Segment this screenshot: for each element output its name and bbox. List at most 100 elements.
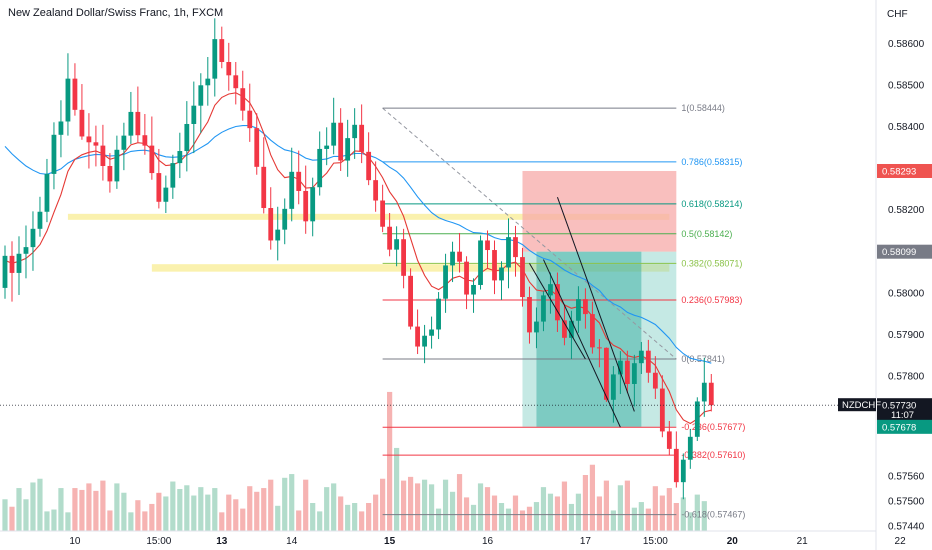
volume-bar (394, 447, 400, 531)
volume-bar (16, 488, 22, 531)
price-tick-label: 0.57560 (888, 471, 925, 482)
volume-bar (282, 477, 288, 531)
volume-bar (44, 511, 50, 531)
volume-bar (694, 494, 700, 531)
volume-bar (701, 501, 707, 531)
candle-body (652, 372, 658, 389)
time-tick-label: 21 (797, 536, 809, 547)
time-tick-label: 10 (69, 536, 81, 547)
candle-body (380, 200, 386, 227)
time-axis-ticks: 10 15:00 13 14 15 16 17 15:00 20 21 22 (69, 536, 906, 547)
volume-bar (596, 496, 603, 531)
volume-bar (505, 508, 512, 531)
candle-body (338, 122, 344, 161)
volume-bar (51, 509, 57, 531)
candle-body (16, 253, 22, 273)
fibonacci-retracement[interactable]: 1(0.58444) 0.786(0.58315) 0.618(0.58214) 0.… (382, 103, 746, 520)
candle-body (65, 78, 71, 122)
candle-body (527, 297, 532, 333)
time-tick-label: 13 (216, 536, 228, 547)
symbol-tag-bg (838, 398, 876, 412)
candle-body (317, 148, 323, 188)
candle-body (631, 363, 637, 384)
price-tick-label: 0.57500 (888, 496, 925, 507)
volume-bar (359, 511, 365, 531)
candle-body (499, 267, 504, 281)
volume-bar (310, 503, 316, 531)
volume-bar (184, 485, 190, 531)
volume-bar (477, 483, 484, 531)
volume-bar (23, 499, 29, 531)
candle-body (659, 388, 665, 432)
filled-profit-zone (536, 251, 642, 427)
candle-body (366, 151, 372, 181)
volume-bar (428, 484, 435, 531)
candle-body (457, 251, 462, 262)
volume-bar (561, 481, 568, 531)
time-tick-label: 16 (482, 536, 494, 547)
candle-body (9, 255, 15, 273)
price-tag-label: 0.58099 (882, 247, 916, 258)
volume-bar (638, 502, 644, 531)
candle-body (520, 257, 525, 298)
volume-bar (107, 510, 113, 531)
volume-bar (582, 475, 589, 531)
support-zones (67, 213, 670, 272)
volume-bar (37, 478, 43, 531)
volume-bar (191, 495, 197, 531)
candle-body (485, 240, 490, 251)
volume-bar (435, 508, 442, 531)
price-tag-bg (877, 244, 932, 259)
time-tick-label: 20 (727, 536, 739, 547)
fib-level-label: 0.382(0.58071) (681, 258, 742, 268)
candle-body (86, 136, 92, 143)
volume-bar (79, 489, 85, 531)
candle-body (142, 135, 148, 146)
candle-body (23, 247, 29, 254)
volume-bar (352, 503, 358, 531)
volume-bar (491, 495, 498, 531)
candle-body (422, 335, 427, 347)
price-tag-bg (877, 398, 932, 421)
candle-body (673, 448, 679, 483)
volume-bar (324, 487, 330, 531)
candle-body (590, 314, 595, 348)
fib-level-label: -0.382(0.57610) (681, 450, 745, 460)
candle-body (443, 265, 448, 299)
volume-bar (9, 506, 15, 531)
candle-body (492, 250, 497, 281)
volume-bar (331, 483, 337, 531)
fib-level-label: 0.236(0.57983) (681, 295, 742, 305)
volume-bar (540, 487, 547, 531)
candle-body (233, 75, 239, 89)
volume-bar (254, 491, 260, 531)
price-tick-label: 0.58000 (888, 288, 925, 299)
volume-bar (86, 483, 92, 531)
volume-bar (366, 503, 372, 531)
candle-body (617, 360, 623, 375)
candle-body (359, 124, 365, 152)
candle-body (191, 105, 197, 124)
stop-loss-zone (522, 170, 677, 252)
candle-body (51, 134, 57, 174)
time-tick-label: 15:00 (146, 536, 171, 547)
volume-bar (275, 505, 281, 531)
candle-body (478, 240, 483, 285)
candle-body (184, 123, 190, 152)
candle-body (562, 320, 567, 338)
volume-bar (233, 499, 239, 531)
candle-body (198, 85, 204, 106)
fib-trendline (382, 107, 677, 360)
volume-bar (380, 478, 386, 531)
price-tick-label: 0.57900 (888, 330, 925, 341)
candle-body (694, 401, 700, 437)
price-tag-bg (877, 163, 932, 178)
candle-body (310, 187, 316, 222)
volume-bar (226, 494, 232, 531)
ema-slow-line (4, 125, 712, 364)
volume-bars (2, 391, 707, 531)
candle-body (331, 122, 337, 146)
volume-bar (401, 480, 407, 531)
candle-body (701, 382, 707, 402)
